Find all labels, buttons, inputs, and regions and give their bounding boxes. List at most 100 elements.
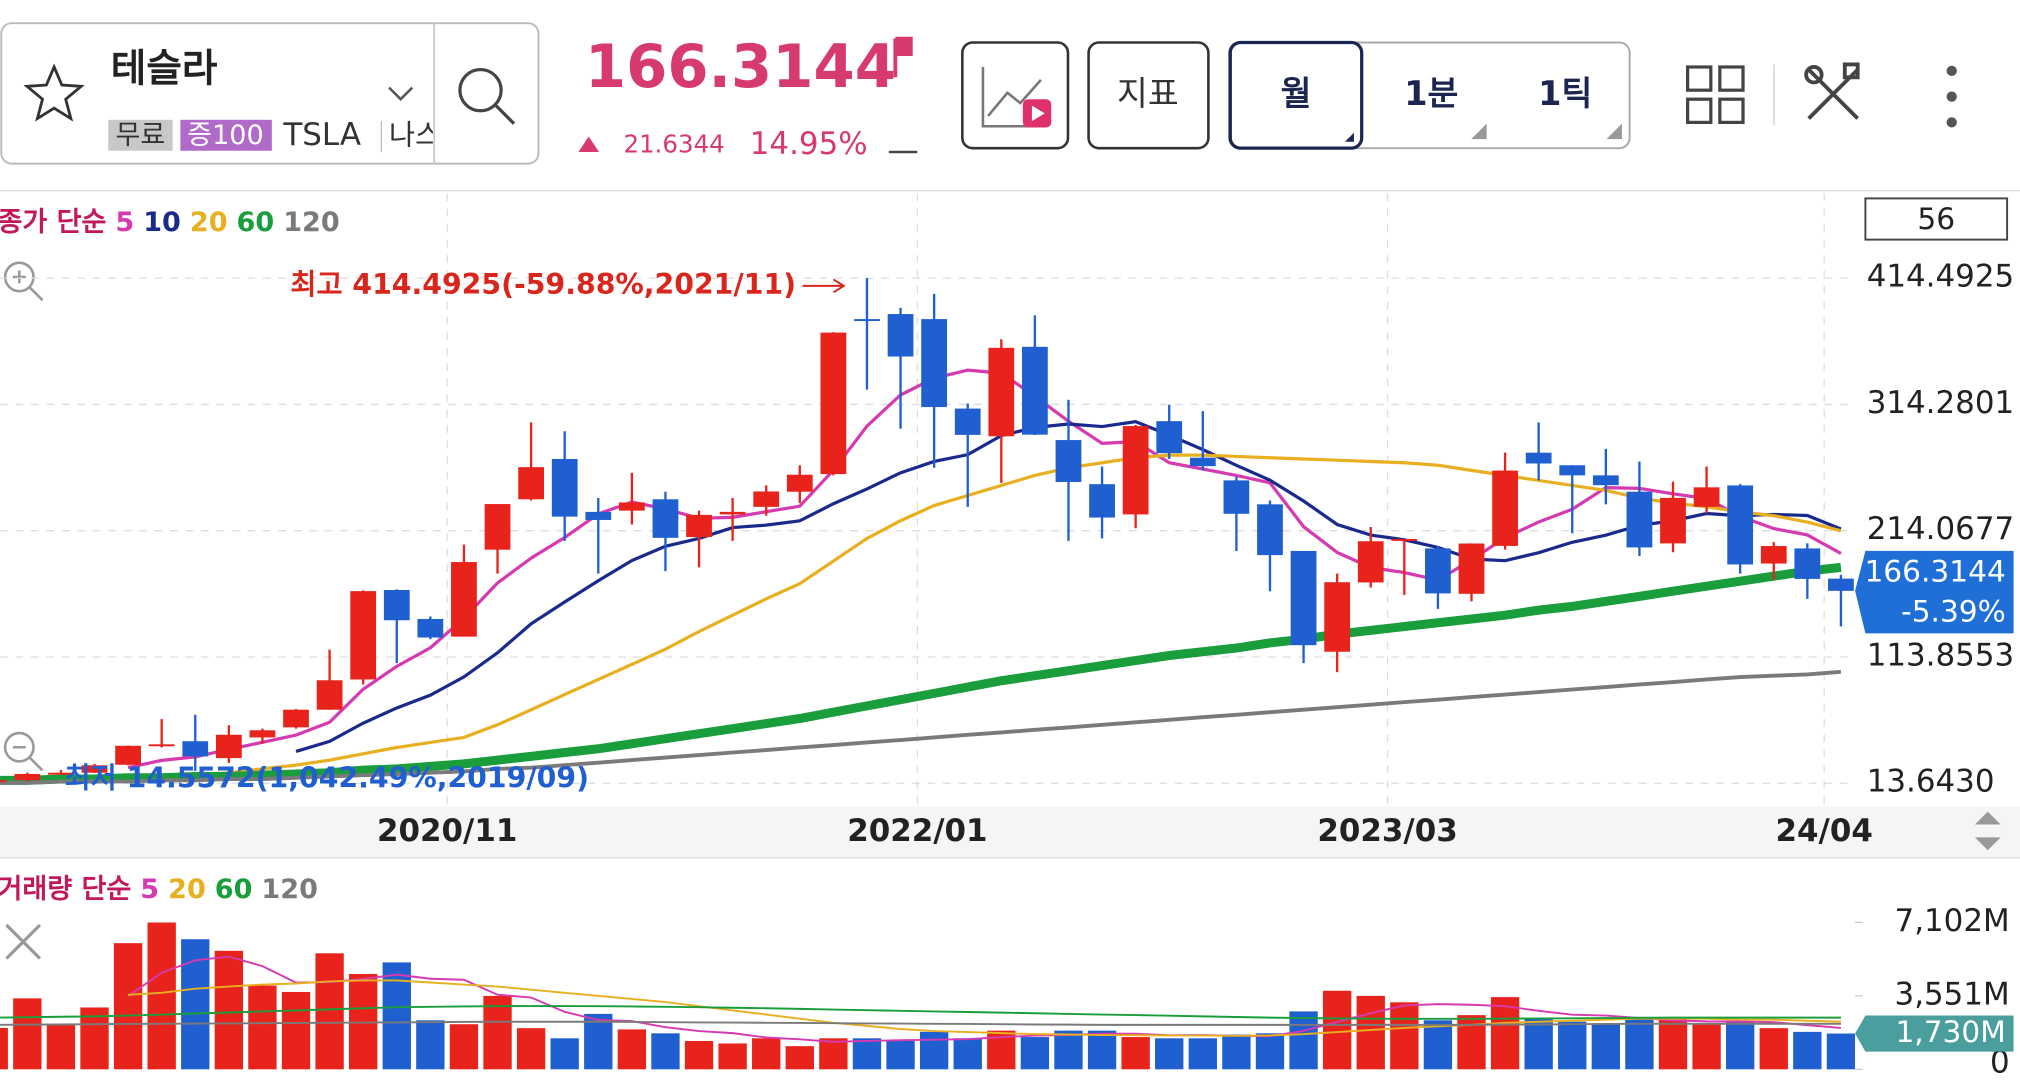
volume-bar (1591, 1024, 1621, 1070)
indicator-label: 지표 (1117, 74, 1179, 113)
price-tag (1855, 550, 2014, 634)
zoom-in-icon[interactable] (3, 261, 44, 302)
price-tag-change: -5.39% (1901, 593, 2006, 628)
candle-body (1189, 457, 1216, 467)
volume-bar (214, 950, 244, 1070)
y-tick-label: 113.8553 (1867, 637, 2014, 673)
volume-bar (953, 1038, 982, 1070)
period-label[interactable]: 1분 (1404, 74, 1458, 113)
scroll-arrows[interactable] (1974, 811, 2001, 851)
candle-body (988, 347, 1015, 437)
annotation-arrow (802, 278, 846, 294)
legend-entry: 60 (215, 874, 253, 905)
flag-icon (893, 36, 913, 78)
dropdown-chevron[interactable] (388, 86, 414, 102)
candle-body (854, 319, 880, 322)
volume-tag-value: 1,730M (1895, 1014, 2005, 1049)
candle-body (1828, 578, 1854, 591)
ma-line (127, 979, 1841, 1037)
candle-body (618, 502, 645, 511)
exchange: 나스 (389, 119, 441, 152)
y-tick-label: 0 (1990, 1045, 2010, 1080)
volume-bar (1826, 1033, 1856, 1070)
legend-title: 거래량 단순 (0, 874, 131, 905)
volume-bar (248, 985, 277, 1070)
candle-body (1391, 538, 1418, 541)
volume-bar (886, 1040, 915, 1070)
candle-body (1794, 548, 1821, 579)
volume-bar (1390, 1002, 1419, 1070)
volume-bar (1726, 1021, 1755, 1070)
volume-bar (1793, 1031, 1822, 1070)
volume-bar (1759, 1028, 1788, 1070)
chart-button[interactable] (961, 41, 1070, 150)
x-tick-label: 2022/01 (847, 813, 987, 849)
volume-bar (416, 1020, 445, 1070)
legend-entry: 20 (168, 874, 206, 905)
candle-body (1290, 550, 1317, 646)
close-icon[interactable] (5, 923, 42, 960)
candle-body (921, 319, 948, 408)
zoom-out-icon[interactable] (3, 731, 44, 772)
volume-bar (718, 1043, 747, 1070)
volume-bar (281, 991, 311, 1070)
layout-icon[interactable] (1686, 65, 1745, 125)
candle-body (48, 772, 74, 775)
candle-body (1089, 484, 1115, 518)
legend-entry: 60 (237, 206, 275, 237)
candle-body (786, 474, 813, 492)
candle-body (1760, 546, 1787, 564)
candle-body (1055, 440, 1082, 483)
volume-bar (382, 962, 411, 1070)
tag-bg (180, 119, 272, 151)
tools-icon[interactable] (1804, 62, 1860, 120)
period-label[interactable]: 1틱 (1538, 74, 1592, 113)
candle-body (1592, 475, 1619, 486)
more-icon[interactable] (1946, 65, 1957, 128)
ma-line (127, 955, 1842, 1043)
y-tick-label: 13.6430 (1867, 764, 1995, 800)
volume-bar (1692, 1024, 1721, 1070)
volume-bar (113, 943, 143, 1070)
legend: 거래량 단순 5 20 60 120 (0, 874, 318, 905)
search-icon[interactable] (458, 67, 516, 125)
period-selected[interactable] (1228, 40, 1364, 150)
chart-icon (981, 66, 1052, 128)
volume-bar (0, 1027, 8, 1070)
candle-body (1559, 465, 1586, 476)
volume-bar (147, 922, 176, 1070)
candle-body (1425, 548, 1451, 594)
volume-bar (1155, 1038, 1184, 1070)
period-label[interactable]: 월 (1281, 74, 1312, 113)
candle-body (652, 499, 679, 538)
y-tick-label: 414.4925 (1867, 259, 2014, 295)
volume-bar (1087, 1030, 1117, 1070)
volume-bar (1558, 1021, 1587, 1070)
candle-body (1727, 485, 1754, 565)
indicator-button[interactable] (1087, 41, 1210, 150)
low-annotation: 최저 14.5572(1,042.49%,2019/09) (65, 762, 589, 795)
legend-entry: 10 (143, 206, 181, 237)
favorite-star[interactable] (23, 63, 85, 122)
volume-bar (785, 1046, 814, 1070)
ma-line (0, 1020, 1841, 1026)
volume-tag (1855, 1015, 2014, 1052)
candle-body (350, 591, 377, 680)
candle-body (820, 332, 847, 475)
volume-bar (1356, 995, 1385, 1070)
volume-bar (752, 1038, 781, 1070)
candle-body (283, 709, 309, 728)
volume-bar (852, 1038, 882, 1070)
y-tick-label: 7,102M (1895, 903, 2010, 939)
y-tick-label: 214.0677 (1867, 511, 2014, 547)
legend-entry: 120 (283, 206, 339, 237)
volume-bar (1490, 997, 1520, 1070)
candle-body (417, 618, 444, 638)
price-change-pct: 14.95% (750, 126, 868, 162)
candle-body (0, 780, 7, 783)
volume-bar (651, 1033, 680, 1070)
count-box (1864, 197, 2009, 241)
candle-body (585, 511, 612, 520)
ma-line (0, 562, 1842, 785)
